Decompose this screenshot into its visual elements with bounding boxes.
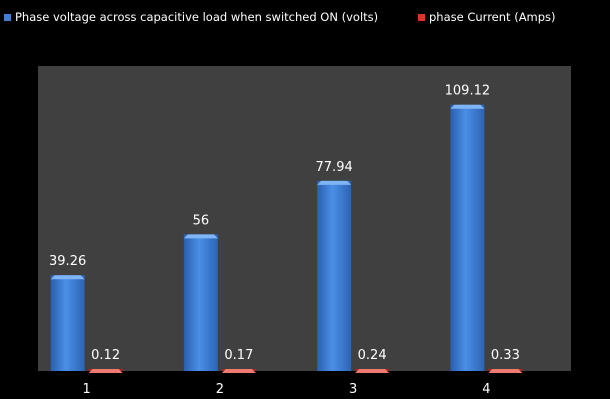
plot-area	[38, 66, 571, 371]
legend-swatch-voltage	[4, 14, 11, 21]
legend-swatch-current	[418, 14, 425, 21]
bar-current-cap-1	[88, 369, 123, 373]
legend: Phase voltage across capacitive load whe…	[4, 10, 556, 24]
bar-voltage-cap-1	[50, 275, 85, 280]
data-labels-layer: 39.26 0.12 56 0.17 77.94 0.24 109.12 0.33	[49, 84, 520, 363]
x-axis-ticks: 1 2 3 4	[82, 382, 490, 397]
data-label-voltage-3: 77.94	[316, 160, 353, 175]
data-label-current-3: 0.24	[358, 348, 387, 363]
data-label-current-1: 0.12	[91, 348, 120, 363]
bar-voltage-3	[317, 180, 352, 371]
x-tick-label-1: 1	[82, 382, 90, 397]
bar-voltage-cap-3	[317, 180, 352, 185]
bar-voltage-2	[183, 234, 218, 371]
x-tick-label-2: 2	[216, 382, 224, 397]
x-tick-label-3: 3	[349, 382, 357, 397]
data-label-current-2: 0.17	[224, 348, 253, 363]
bar-voltage-cap-4	[450, 104, 485, 109]
x-tick-label-4: 4	[482, 382, 490, 397]
bar-current-cap-3	[355, 369, 390, 373]
data-label-voltage-4: 109.12	[445, 84, 491, 99]
data-label-voltage-1: 39.26	[49, 254, 86, 269]
bar-current-cap-4	[488, 369, 523, 373]
bars-layer	[50, 104, 523, 373]
legend-label-current: phase Current (Amps)	[429, 10, 556, 24]
data-label-current-4: 0.33	[491, 348, 520, 363]
bar-voltage-4	[450, 104, 485, 372]
bar-current-cap-2	[221, 369, 256, 373]
legend-label-voltage: Phase voltage across capacitive load whe…	[15, 10, 378, 24]
data-label-voltage-2: 56	[193, 213, 210, 228]
bar-voltage-cap-2	[183, 234, 218, 239]
bar-voltage-1	[50, 275, 85, 371]
